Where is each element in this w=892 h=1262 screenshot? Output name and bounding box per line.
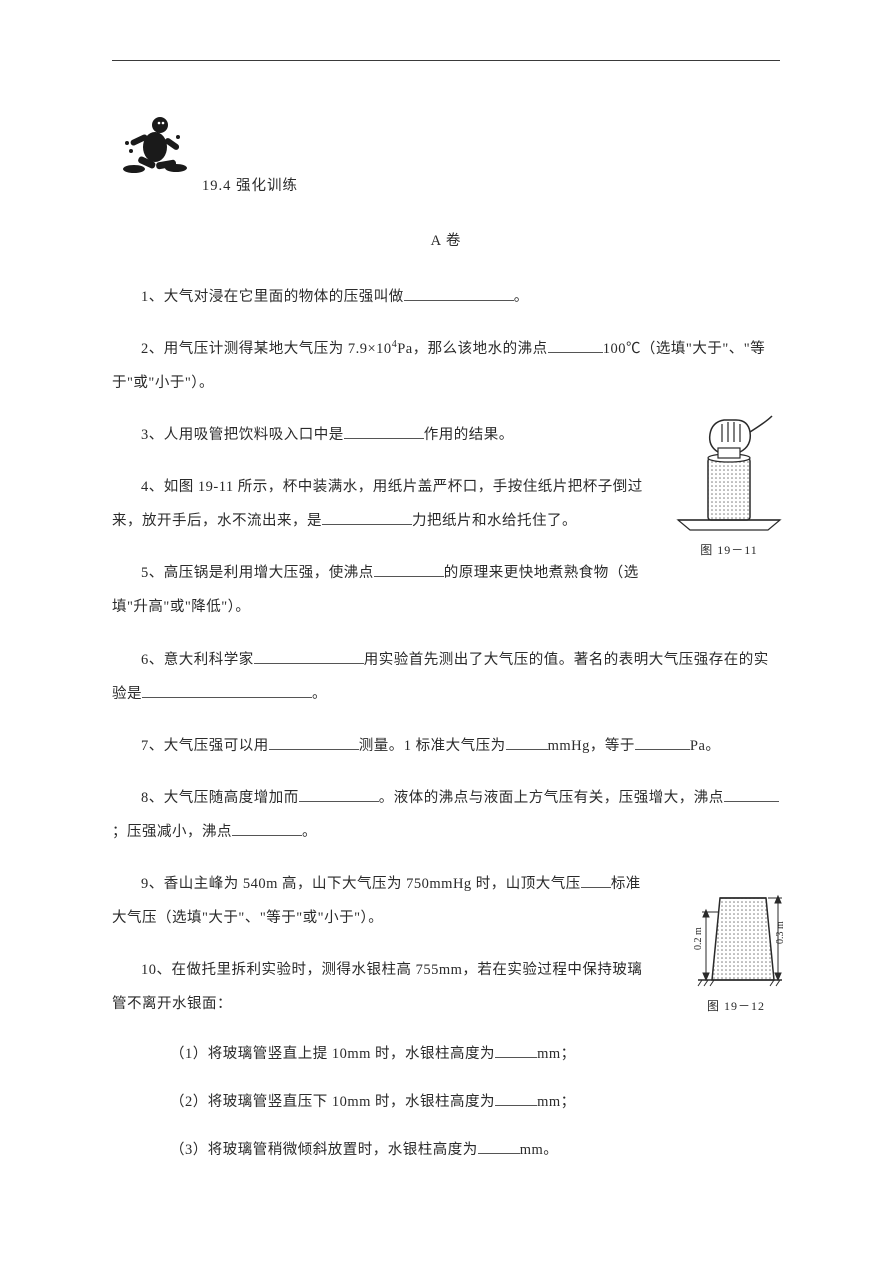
q9-text-a: 9、香山主峰为 540m 高，山下大气压为 750mmHg 时，山顶大气压 — [141, 876, 581, 892]
figure-19-11-caption: 图 19－11 — [674, 541, 784, 558]
blank[interactable] — [506, 734, 548, 749]
q10s1-a: （1）将玻璃管竖直上提 10mm 时，水银柱高度为 — [170, 1046, 495, 1062]
question-2: 2、用气压计测得某地大气压为 7.9×104Pa，那么该地水的沸点100℃（选填… — [112, 332, 780, 400]
q6-text-a: 6、意大利科学家 — [141, 652, 254, 668]
question-10-sub1: （1）将玻璃管竖直上提 10mm 时，水银柱高度为 mm； — [112, 1039, 780, 1071]
q1-text-a: 1、大气对浸在它里面的物体的压强叫做 — [141, 289, 404, 305]
q3-text-b: 作用的结果。 — [424, 427, 514, 443]
blank[interactable] — [495, 1043, 537, 1058]
q3-text-a: 3、人用吸管把饮料吸入口中是 — [141, 427, 344, 443]
q2-text-b: Pa，那么该地水的沸点 — [397, 341, 548, 357]
blank[interactable] — [495, 1091, 537, 1106]
question-10: 10、在做托里拆利实验时，测得水银柱高 755mm，若在实验过程中保持玻璃管不离… — [112, 953, 780, 1021]
blank[interactable] — [404, 286, 514, 301]
q7-text-b: 测量。1 标准大气压为 — [359, 738, 506, 754]
page-container: 19.4 强化训练 A 卷 1、大气对浸在它里面的物体的压强叫做。 2、用气压计… — [0, 0, 892, 1223]
blank[interactable] — [254, 648, 364, 663]
question-1: 1、大气对浸在它里面的物体的压强叫做 。 — [112, 280, 780, 314]
q6-text-c: 。 — [312, 686, 327, 702]
blank[interactable] — [635, 734, 690, 749]
q7-text-a: 7、大气压强可以用 — [141, 738, 269, 754]
q10s3-b: mm。 — [520, 1142, 559, 1158]
blank[interactable] — [344, 424, 424, 439]
q7-text-d: Pa。 — [690, 738, 721, 754]
figure-19-12-caption: 图 19－12 — [688, 997, 784, 1014]
mascot-icon — [120, 111, 190, 181]
question-5: 5、高压锅是利用增大压强，使沸点的原理来更快地煮熟食物（选填"升高"或"降低"）… — [112, 556, 780, 624]
q8-text-a: 8、大气压随高度增加而 — [141, 790, 299, 806]
q8-text-c: ；压强减小，沸点 — [112, 824, 232, 840]
q5-text-a: 5、高压锅是利用增大压强，使沸点 — [141, 565, 374, 581]
question-9: 9、香山主峰为 540m 高，山下大气压为 750mmHg 时，山顶大气压标准大… — [112, 867, 780, 935]
q8-text-d: 。 — [302, 824, 317, 840]
blank[interactable] — [299, 786, 379, 801]
blank[interactable] — [232, 821, 302, 836]
blank[interactable] — [724, 786, 779, 801]
q1-text-b: 。 — [514, 289, 529, 305]
question-10-sub3: （3）将玻璃管稍微倾斜放置时，水银柱高度为 mm。 — [112, 1135, 780, 1167]
blank[interactable] — [581, 873, 611, 888]
blank[interactable] — [269, 734, 359, 749]
fig12-left-label: 0.2 m — [693, 927, 704, 950]
volume-label: A 卷 — [112, 229, 780, 250]
q8-text-b: 。液体的沸点与液面上方气压有关，压强增大，沸点 — [379, 790, 724, 806]
q4-text-b: 力把纸片和水给托住了。 — [412, 513, 577, 529]
q7-text-c: mmHg，等于 — [548, 738, 635, 754]
blank[interactable] — [322, 510, 412, 525]
blank[interactable] — [478, 1139, 520, 1154]
question-8: 8、大气压随高度增加而 。液体的沸点与液面上方气压有关，压强增大，沸点 ；压强减小，… — [112, 781, 780, 849]
blank[interactable] — [374, 562, 444, 577]
q10s2-a: （2）将玻璃管竖直压下 10mm 时，水银柱高度为 — [170, 1094, 495, 1110]
top-horizontal-rule — [112, 60, 780, 61]
figure-19-12: 0.2 m 0.3 m 图 19－12 — [688, 888, 784, 1014]
question-6: 6、意大利科学家用实验首先测出了大气压的值。著名的表明大气压强存在的实验是。 — [112, 643, 780, 711]
q10s3-a: （3）将玻璃管稍微倾斜放置时，水银柱高度为 — [170, 1142, 478, 1158]
blank[interactable] — [142, 682, 312, 697]
fig12-right-label: 0.3 m — [775, 921, 784, 944]
q10-text-a: 10、在做托里拆利实验时，测得水银柱高 755mm，若在实验过程中保持玻璃管不离… — [112, 962, 642, 1012]
question-10-sub2: （2）将玻璃管竖直压下 10mm 时，水银柱高度为 mm； — [112, 1087, 780, 1119]
blank[interactable] — [548, 338, 603, 353]
q2-text-a: 2、用气压计测得某地大气压为 7.9×10 — [141, 341, 392, 357]
q10s1-b: mm； — [537, 1046, 576, 1062]
section-title: 19.4 强化训练 — [202, 174, 780, 195]
q10s2-b: mm； — [537, 1094, 576, 1110]
figure-19-11-svg — [674, 412, 784, 532]
figure-19-11: 图 19－11 — [674, 412, 784, 558]
question-7: 7、大气压强可以用 测量。1 标准大气压为 mmHg，等于 Pa。 — [112, 729, 780, 763]
figure-19-12-svg: 0.2 m 0.3 m — [688, 888, 784, 988]
